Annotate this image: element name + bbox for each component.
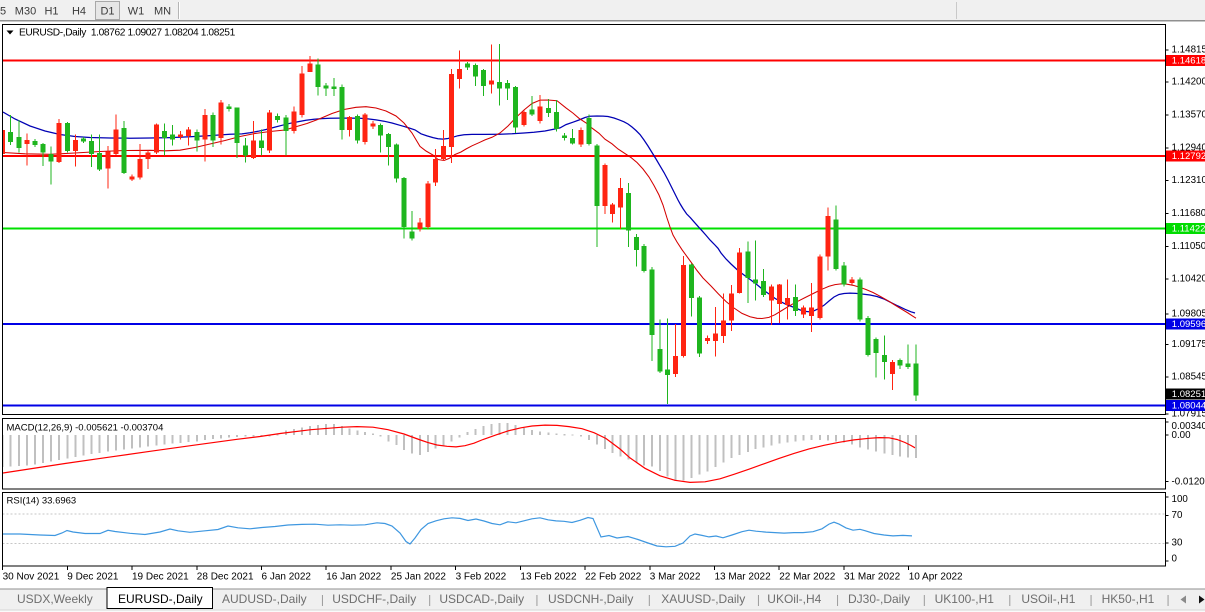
svg-text:25 Jan 2022: 25 Jan 2022 — [391, 572, 446, 583]
svg-text:|: | — [757, 593, 760, 607]
svg-text:3 Mar 2022: 3 Mar 2022 — [650, 572, 701, 583]
svg-text:1.13570: 1.13570 — [1172, 110, 1205, 121]
svg-text:19 Dec 2021: 19 Dec 2021 — [132, 572, 189, 583]
svg-text:D1: D1 — [100, 6, 114, 18]
svg-text:1.08545: 1.08545 — [1172, 371, 1205, 382]
svg-text:|: | — [1008, 593, 1011, 607]
svg-text:RSI(14) 33.6963: RSI(14) 33.6963 — [7, 496, 77, 507]
svg-text:1.11050: 1.11050 — [1172, 241, 1205, 252]
svg-text:1.11680: 1.11680 — [1172, 208, 1205, 219]
svg-text:1.08044: 1.08044 — [1172, 400, 1205, 411]
svg-text:28 Dec 2021: 28 Dec 2021 — [197, 572, 254, 583]
svg-text:1.12310: 1.12310 — [1172, 175, 1205, 186]
svg-text:USDCNH-,Daily: USDCNH-,Daily — [548, 592, 633, 606]
svg-text:22 Feb 2022: 22 Feb 2022 — [585, 572, 642, 583]
svg-text:USDCHF-,Daily: USDCHF-,Daily — [332, 592, 416, 606]
svg-text:H1: H1 — [44, 6, 58, 18]
svg-text:UKOil-,H4: UKOil-,H4 — [767, 592, 821, 606]
svg-text:XAUUSD-,Daily: XAUUSD-,Daily — [661, 592, 745, 606]
svg-text:M30: M30 — [15, 6, 36, 18]
svg-text:|: | — [535, 593, 538, 607]
svg-text:1.09805: 1.09805 — [1172, 309, 1205, 320]
svg-text:|: | — [648, 593, 651, 607]
svg-text:1.11422: 1.11422 — [1172, 223, 1205, 234]
svg-text:-0.01205: -0.01205 — [1172, 477, 1205, 488]
svg-text:1.10420: 1.10420 — [1172, 274, 1205, 285]
svg-text:AUDUSD-,Daily: AUDUSD-,Daily — [222, 592, 307, 606]
svg-text:EURUSD-,Daily 1.08762 1.09027: EURUSD-,Daily 1.08762 1.09027 1.08204 1.… — [19, 28, 236, 39]
svg-text:30: 30 — [1172, 538, 1183, 549]
svg-text:|: | — [1167, 593, 1170, 607]
svg-text:6 Jan 2022: 6 Jan 2022 — [262, 572, 312, 583]
svg-text:1.14200: 1.14200 — [1172, 77, 1205, 88]
svg-text:|: | — [428, 593, 431, 607]
svg-text:MN: MN — [154, 6, 171, 18]
svg-text:30 Nov 2021: 30 Nov 2021 — [3, 572, 60, 583]
svg-text:0.00: 0.00 — [1172, 430, 1192, 441]
svg-text:EURUSD-,Daily: EURUSD-,Daily — [118, 592, 203, 606]
svg-text:|: | — [923, 593, 926, 607]
svg-text:13 Mar 2022: 13 Mar 2022 — [715, 572, 772, 583]
svg-text:31 Mar 2022: 31 Mar 2022 — [844, 572, 901, 583]
svg-text:H4: H4 — [72, 6, 86, 18]
svg-text:USOil-,H1: USOil-,H1 — [1021, 592, 1075, 606]
svg-text:1.07915: 1.07915 — [1172, 409, 1205, 420]
svg-text:0.003408: 0.003408 — [1172, 421, 1205, 432]
svg-text:3 Feb 2022: 3 Feb 2022 — [456, 572, 507, 583]
svg-text:|: | — [1090, 593, 1093, 607]
svg-text:100: 100 — [1172, 494, 1189, 505]
svg-text:0: 0 — [1172, 554, 1178, 565]
svg-text:70: 70 — [1172, 510, 1183, 521]
svg-text:5: 5 — [0, 6, 6, 18]
svg-text:USDX,Weekly: USDX,Weekly — [17, 592, 93, 606]
svg-text:9 Dec 2021: 9 Dec 2021 — [67, 572, 119, 583]
svg-text:10 Apr 2022: 10 Apr 2022 — [909, 572, 963, 583]
svg-text:HK50-,H1: HK50-,H1 — [1102, 592, 1155, 606]
svg-text:1.14815: 1.14815 — [1172, 45, 1205, 56]
svg-text:|: | — [321, 593, 324, 607]
svg-text:DJ30-,Daily: DJ30-,Daily — [848, 592, 910, 606]
svg-text:|: | — [836, 593, 839, 607]
svg-text:1.12940: 1.12940 — [1172, 142, 1205, 153]
svg-text:1.09596: 1.09596 — [1172, 319, 1205, 330]
svg-text:MACD(12,26,9) -0.005621 -0.003: MACD(12,26,9) -0.005621 -0.003704 — [7, 423, 164, 434]
svg-text:USDCAD-,Daily: USDCAD-,Daily — [439, 592, 524, 606]
svg-text:1.14618: 1.14618 — [1172, 55, 1205, 66]
svg-text:W1: W1 — [128, 6, 145, 18]
svg-text:16 Jan 2022: 16 Jan 2022 — [326, 572, 381, 583]
svg-text:13 Feb 2022: 13 Feb 2022 — [520, 572, 577, 583]
svg-text:1.12792: 1.12792 — [1172, 151, 1205, 162]
svg-text:UK100-,H1: UK100-,H1 — [935, 592, 995, 606]
svg-text:1.08251: 1.08251 — [1172, 389, 1205, 400]
svg-text:1.09175: 1.09175 — [1172, 339, 1205, 350]
svg-text:22 Mar 2022: 22 Mar 2022 — [779, 572, 836, 583]
